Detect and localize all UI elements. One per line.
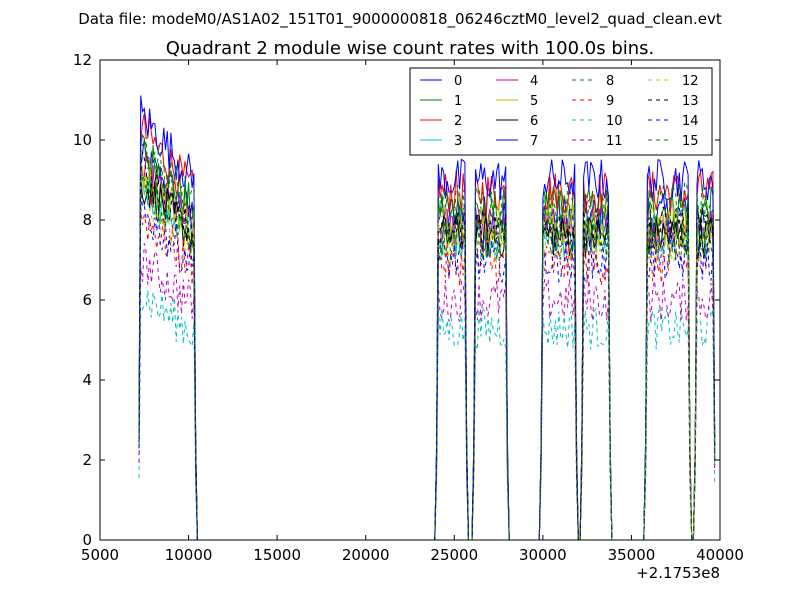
legend-label-14: 14 xyxy=(682,114,699,129)
figure-suptitle: Data file: modeM0/AS1A02_151T01_90000008… xyxy=(78,10,722,29)
legend-label-8: 8 xyxy=(606,74,614,89)
y-tick-label: 10 xyxy=(73,131,92,149)
x-tick-label: 35000 xyxy=(608,546,656,564)
legend-label-0: 0 xyxy=(454,74,462,89)
y-tick-label: 8 xyxy=(82,211,92,229)
y-tick-label: 0 xyxy=(82,531,92,549)
legend-label-9: 9 xyxy=(606,94,614,109)
legend-label-5: 5 xyxy=(530,94,538,109)
x-tick-label: 25000 xyxy=(430,546,478,564)
chart-title: Quadrant 2 module wise count rates with … xyxy=(166,38,655,59)
legend-label-12: 12 xyxy=(682,74,699,89)
legend-label-15: 15 xyxy=(682,134,699,149)
legend-box xyxy=(409,67,713,156)
x-tick-label: 20000 xyxy=(342,546,390,564)
x-tick-label: 5000 xyxy=(81,546,119,564)
y-tick-label: 6 xyxy=(82,291,92,309)
legend-label-11: 11 xyxy=(606,134,623,149)
legend-label-2: 2 xyxy=(454,114,462,129)
x-tick-label: 30000 xyxy=(519,546,567,564)
y-tick-label: 12 xyxy=(73,51,92,69)
legend-label-4: 4 xyxy=(530,74,538,89)
y-tick-label: 4 xyxy=(82,371,92,389)
legend-label-6: 6 xyxy=(530,114,538,129)
x-offset-label: +2.1753e8 xyxy=(636,564,720,582)
legend-label-7: 7 xyxy=(530,134,538,149)
x-tick-label: 15000 xyxy=(253,546,301,564)
x-tick-label: 10000 xyxy=(165,546,213,564)
legend-label-3: 3 xyxy=(454,134,462,149)
x-tick-label: 40000 xyxy=(696,546,744,564)
x-axis: 5000 10000 15000 20000 25000 30000 35000 40000 xyxy=(81,60,744,564)
legend-label-1: 1 xyxy=(454,94,462,109)
legend-label-10: 10 xyxy=(606,114,623,129)
legend-label-13: 13 xyxy=(682,94,699,109)
y-tick-label: 2 xyxy=(82,451,92,469)
